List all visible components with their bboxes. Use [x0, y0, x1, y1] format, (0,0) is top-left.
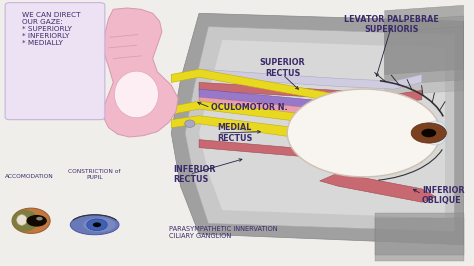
Text: INFERIOR
RECTUS: INFERIOR RECTUS [173, 165, 216, 184]
Text: ACCOMODATION: ACCOMODATION [5, 174, 54, 179]
Text: WE CAN DIRECT
OUR GAZE:
* SUPERIORLY
* INFERIORLY
* MEDIALLY: WE CAN DIRECT OUR GAZE: * SUPERIORLY * I… [22, 12, 80, 46]
Text: INFERIOR
OBLIQUE: INFERIOR OBLIQUE [422, 186, 465, 205]
Ellipse shape [12, 210, 38, 232]
Text: SUPERIOR
RECTUS: SUPERIOR RECTUS [260, 58, 305, 77]
Circle shape [421, 129, 436, 137]
Ellipse shape [17, 215, 27, 225]
Circle shape [93, 222, 101, 227]
Polygon shape [199, 40, 445, 218]
Polygon shape [385, 16, 464, 85]
Polygon shape [199, 82, 422, 102]
Circle shape [27, 215, 47, 227]
Circle shape [87, 219, 107, 231]
Circle shape [287, 89, 440, 177]
Text: PARASYMPATHETIC INNERVATION
CILIARY GANGLION: PARASYMPATHETIC INNERVATION CILIARY GANG… [169, 226, 278, 239]
Text: LEVATOR PALPEBRAE
SUPERIORIS: LEVATOR PALPEBRAE SUPERIORIS [344, 15, 439, 34]
Polygon shape [385, 27, 464, 96]
Polygon shape [199, 140, 422, 165]
Polygon shape [185, 27, 454, 231]
Circle shape [36, 217, 43, 221]
Polygon shape [104, 8, 178, 137]
Text: MEDIAL
RECTUS: MEDIAL RECTUS [218, 123, 253, 143]
FancyBboxPatch shape [5, 3, 105, 120]
Polygon shape [171, 101, 394, 132]
Polygon shape [385, 5, 464, 74]
Text: CONSTRICTION of
PUPIL: CONSTRICTION of PUPIL [68, 169, 121, 180]
Ellipse shape [185, 120, 195, 127]
Polygon shape [320, 173, 436, 202]
Polygon shape [199, 97, 422, 124]
Text: OCULOMOTOR N.: OCULOMOTOR N. [210, 103, 287, 112]
Ellipse shape [114, 71, 158, 118]
Circle shape [411, 123, 447, 143]
Polygon shape [171, 13, 464, 245]
Ellipse shape [12, 208, 50, 234]
Ellipse shape [424, 121, 447, 145]
Polygon shape [171, 69, 394, 108]
Polygon shape [171, 116, 408, 152]
Polygon shape [375, 218, 464, 261]
Ellipse shape [83, 218, 116, 232]
Ellipse shape [70, 215, 119, 235]
Polygon shape [199, 69, 422, 89]
Polygon shape [375, 213, 464, 255]
Polygon shape [199, 89, 422, 116]
